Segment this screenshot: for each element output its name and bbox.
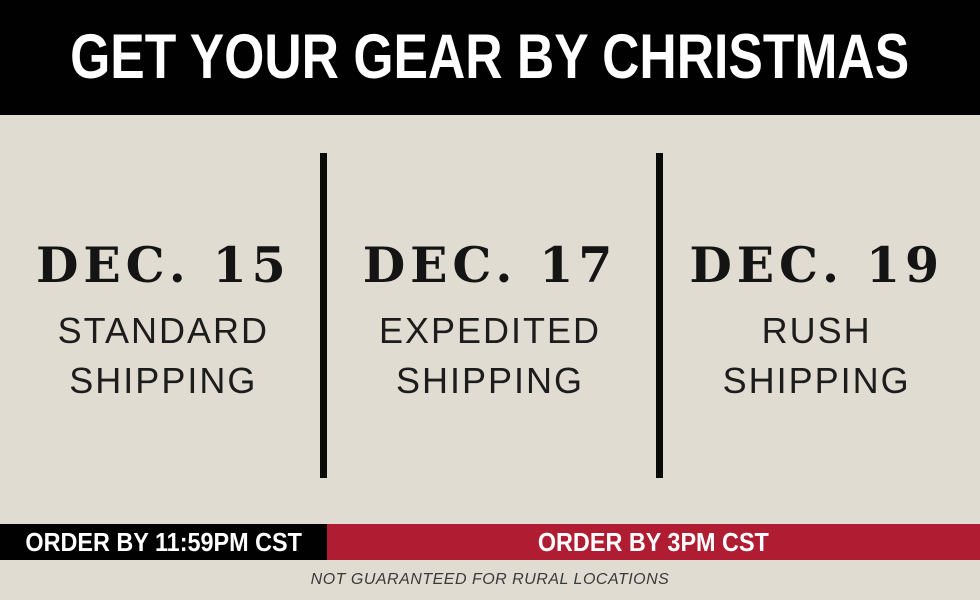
disclaimer-strip: NOT GUARANTEED FOR RURAL LOCATIONS [0, 560, 980, 600]
column-divider [320, 153, 327, 478]
banner-header: GET YOUR GEAR BY CHRISTMAS [0, 0, 980, 115]
shipping-option-rush: DEC. 19 RUSH SHIPPING [653, 115, 980, 524]
shipping-option-standard: DEC. 15 STANDARD SHIPPING [0, 115, 327, 524]
expedited-shipping-date: DEC. 17 [362, 235, 618, 294]
standard-deadline-segment: ORDER BY 11:59PM CST [0, 524, 327, 560]
deadline-bar: ORDER BY 11:59PM CST ORDER BY 3PM CST [0, 524, 980, 560]
shipping-option-expedited: DEC. 17 EXPEDITED SHIPPING [327, 115, 654, 524]
expedited-rush-deadline-label: ORDER BY 3PM CST [537, 527, 770, 557]
banner-title: GET YOUR GEAR BY CHRISTMAS [70, 22, 910, 92]
standard-shipping-label: STANDARD SHIPPING [57, 309, 269, 401]
rush-shipping-label: RUSH SHIPPING [722, 309, 911, 401]
standard-shipping-date: DEC. 15 [36, 235, 291, 294]
shipping-options: DEC. 15 STANDARD SHIPPING DEC. 17 EXPEDI… [0, 115, 980, 524]
column-divider [656, 153, 663, 478]
standard-deadline-label: ORDER BY 11:59PM CST [25, 527, 302, 557]
expedited-rush-deadline-segment: ORDER BY 3PM CST [327, 524, 980, 560]
rush-shipping-date: DEC. 19 [689, 235, 944, 294]
expedited-shipping-label: EXPEDITED SHIPPING [378, 309, 602, 401]
rural-disclaimer-note: NOT GUARANTEED FOR RURAL LOCATIONS [310, 571, 670, 588]
